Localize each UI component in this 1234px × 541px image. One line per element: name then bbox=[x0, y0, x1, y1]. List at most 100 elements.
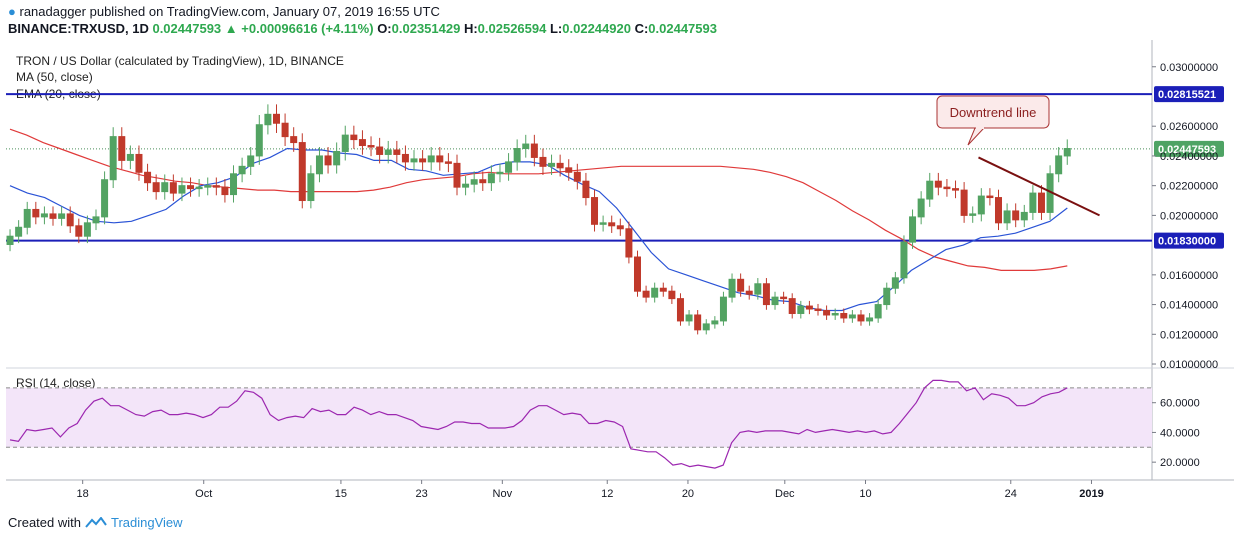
tradingview-brand[interactable]: TradingView bbox=[110, 515, 183, 530]
candle-body[interactable] bbox=[943, 186, 951, 190]
candle-body[interactable] bbox=[487, 173, 495, 184]
candle-body[interactable] bbox=[685, 314, 693, 322]
candle-body[interactable] bbox=[1055, 155, 1063, 175]
candle-body[interactable] bbox=[15, 226, 23, 237]
candle-body[interactable] bbox=[178, 185, 186, 194]
candle-body[interactable] bbox=[900, 241, 908, 279]
candle-body[interactable] bbox=[264, 113, 272, 126]
candle-body[interactable] bbox=[444, 161, 452, 164]
candle-body[interactable] bbox=[548, 162, 556, 167]
candle-body[interactable] bbox=[505, 161, 513, 173]
candle-body[interactable] bbox=[625, 228, 633, 258]
candle-body[interactable] bbox=[969, 213, 977, 216]
candle-body[interactable] bbox=[23, 208, 31, 228]
candle-body[interactable] bbox=[453, 162, 461, 188]
candle-body[interactable] bbox=[926, 180, 934, 200]
candle-body[interactable] bbox=[573, 171, 581, 182]
candle-body[interactable] bbox=[281, 122, 289, 138]
candle-body[interactable] bbox=[187, 185, 195, 190]
candle-body[interactable] bbox=[780, 296, 788, 300]
candle-body[interactable] bbox=[255, 124, 263, 157]
candle-body[interactable] bbox=[522, 143, 530, 150]
candle-body[interactable] bbox=[358, 139, 366, 147]
candle-body[interactable] bbox=[40, 213, 48, 218]
candle-body[interactable] bbox=[582, 180, 590, 199]
candle-body[interactable] bbox=[1037, 192, 1045, 213]
candle-body[interactable] bbox=[762, 283, 770, 306]
candle-body[interactable] bbox=[393, 149, 401, 155]
candle-body[interactable] bbox=[556, 162, 564, 169]
ema-20-line[interactable] bbox=[9, 147, 1068, 312]
candle-body[interactable] bbox=[805, 305, 813, 310]
candle-body[interactable] bbox=[668, 290, 676, 300]
candle-body[interactable] bbox=[694, 314, 702, 331]
candle-body[interactable] bbox=[539, 156, 547, 167]
candle-body[interactable] bbox=[728, 278, 736, 298]
candle-body[interactable] bbox=[66, 213, 74, 227]
candle-body[interactable] bbox=[230, 173, 238, 196]
candle-body[interactable] bbox=[909, 216, 917, 243]
candle-body[interactable] bbox=[771, 296, 779, 306]
publisher-name[interactable]: ranadagger bbox=[19, 4, 86, 19]
candle-body[interactable] bbox=[83, 222, 91, 237]
candle-body[interactable] bbox=[109, 136, 117, 181]
candle-body[interactable] bbox=[367, 145, 375, 148]
candle-body[interactable] bbox=[917, 198, 925, 218]
candle-body[interactable] bbox=[711, 320, 719, 325]
candle-body[interactable] bbox=[599, 222, 607, 225]
candle-body[interactable] bbox=[702, 323, 710, 331]
candle-body[interactable] bbox=[874, 304, 882, 319]
candle-body[interactable] bbox=[565, 167, 573, 173]
candle-body[interactable] bbox=[788, 298, 796, 314]
candle-body[interactable] bbox=[247, 155, 255, 167]
candle-body[interactable] bbox=[92, 216, 100, 224]
candle-body[interactable] bbox=[144, 171, 152, 184]
candle-body[interactable] bbox=[831, 312, 839, 316]
candle-body[interactable] bbox=[797, 305, 805, 314]
candle-body[interactable] bbox=[891, 277, 899, 289]
candle-body[interactable] bbox=[58, 213, 66, 219]
candle-body[interactable] bbox=[376, 146, 384, 155]
candle-body[interactable] bbox=[814, 308, 822, 312]
candle-body[interactable] bbox=[315, 155, 323, 175]
candle-body[interactable] bbox=[1020, 211, 1028, 221]
candle-body[interactable] bbox=[272, 113, 280, 124]
candle-body[interactable] bbox=[960, 189, 968, 216]
candle-body[interactable] bbox=[1012, 210, 1020, 221]
candle-body[interactable] bbox=[470, 179, 478, 185]
candle-body[interactable] bbox=[1003, 210, 1011, 224]
candle-body[interactable] bbox=[350, 134, 358, 141]
candle-body[interactable] bbox=[6, 235, 14, 245]
candle-body[interactable] bbox=[934, 180, 942, 188]
candle-body[interactable] bbox=[118, 136, 126, 161]
candle-body[interactable] bbox=[866, 317, 874, 322]
candle-body[interactable] bbox=[633, 256, 641, 292]
candle-body[interactable] bbox=[994, 197, 1002, 224]
candle-body[interactable] bbox=[642, 290, 650, 298]
candle-body[interactable] bbox=[126, 153, 134, 161]
candle-body[interactable] bbox=[238, 165, 246, 175]
candle-body[interactable] bbox=[436, 155, 444, 163]
candle-body[interactable] bbox=[676, 298, 684, 322]
candle-body[interactable] bbox=[986, 195, 994, 199]
candle-body[interactable] bbox=[401, 153, 409, 163]
candle-body[interactable] bbox=[152, 182, 160, 193]
candle-body[interactable] bbox=[204, 185, 212, 188]
ma-50-line[interactable] bbox=[9, 128, 1068, 271]
candle-body[interactable] bbox=[161, 182, 169, 193]
candle-body[interactable] bbox=[608, 222, 616, 227]
candle-body[interactable] bbox=[462, 183, 470, 188]
candle-body[interactable] bbox=[195, 186, 203, 190]
candle-body[interactable] bbox=[1029, 192, 1037, 213]
candle-body[interactable] bbox=[651, 287, 659, 298]
candle-body[interactable] bbox=[333, 150, 341, 166]
candle-body[interactable] bbox=[496, 171, 504, 175]
candle-body[interactable] bbox=[75, 225, 83, 237]
candle-body[interactable] bbox=[719, 296, 727, 322]
candle-body[interactable] bbox=[616, 225, 624, 230]
candle-body[interactable] bbox=[135, 153, 143, 173]
candle-body[interactable] bbox=[745, 290, 753, 295]
candle-body[interactable] bbox=[221, 186, 229, 196]
candle-body[interactable] bbox=[290, 136, 298, 144]
candle-body[interactable] bbox=[591, 197, 599, 225]
